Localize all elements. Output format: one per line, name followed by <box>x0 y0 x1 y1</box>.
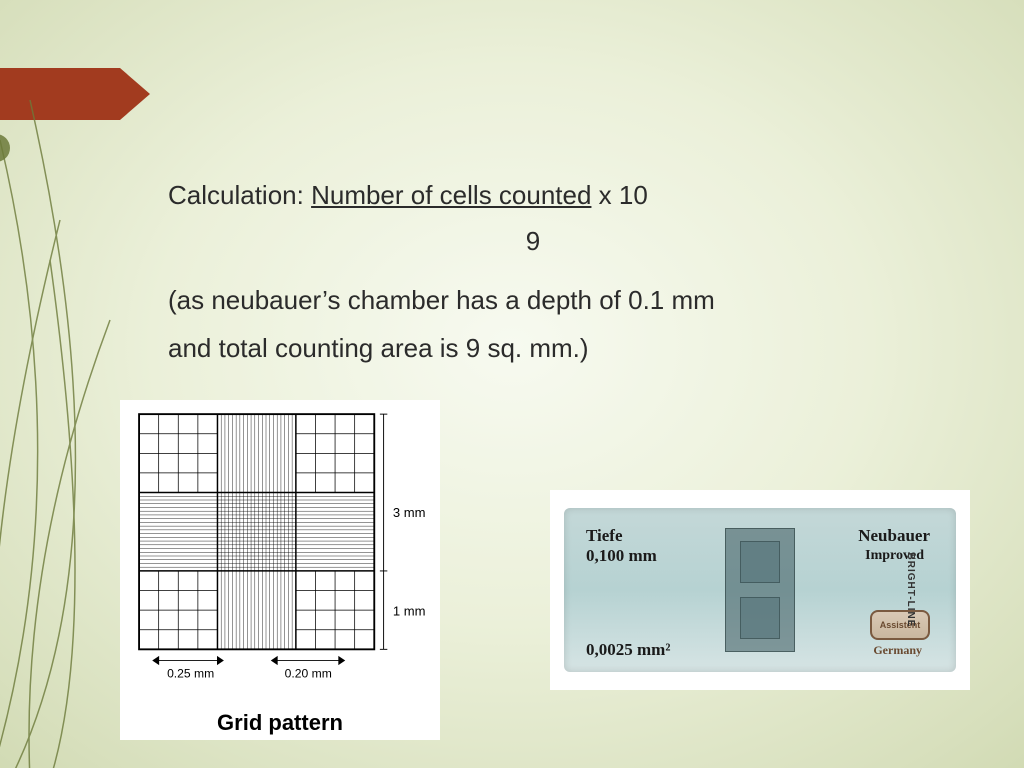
grid-pattern-svg: 3 mm 1 mm 0.25 mm 0.20 mm <box>126 406 434 706</box>
note-line-2: and total counting area is 9 sq. mm.) <box>168 328 888 368</box>
label-country: Germany <box>873 643 922 658</box>
slide-body: Tiefe 0,100 mm 0,0025 mm² Neubauer Impro… <box>564 508 956 672</box>
numerator: Number of cells counted <box>311 180 591 210</box>
decorative-arrow <box>0 68 150 120</box>
dim-3mm: 3 mm <box>393 505 426 520</box>
dim-1mm: 1 mm <box>393 604 426 619</box>
label-depth: 0,100 mm <box>586 546 657 566</box>
formula-numerator-line: Calculation: Number of cells counted x 1… <box>168 175 888 215</box>
label-brand: Neubauer <box>858 526 930 546</box>
label-brightline: BRIGHT-LINE <box>905 553 916 628</box>
slide-chamber <box>725 528 795 652</box>
multiplier: x 10 <box>591 180 647 210</box>
dim-025: 0.25 mm <box>167 666 214 680</box>
grid-caption: Grid pattern <box>120 710 440 736</box>
note-line-1: (as neubauer’s chamber has a depth of 0.… <box>168 280 888 320</box>
text-block: Calculation: Number of cells counted x 1… <box>168 175 888 368</box>
label-tiefe: Tiefe <box>586 526 623 546</box>
dim-020: 0.20 mm <box>285 666 332 680</box>
calc-label: Calculation: <box>168 180 311 210</box>
label-area: 0,0025 mm² <box>586 640 670 660</box>
stamp-logo: Assistent <box>870 610 930 640</box>
formula-denominator: 9 <box>318 221 748 261</box>
neubauer-photo: Tiefe 0,100 mm 0,0025 mm² Neubauer Impro… <box>550 490 970 690</box>
grid-pattern-figure: 3 mm 1 mm 0.25 mm 0.20 mm Grid pattern <box>120 400 440 740</box>
